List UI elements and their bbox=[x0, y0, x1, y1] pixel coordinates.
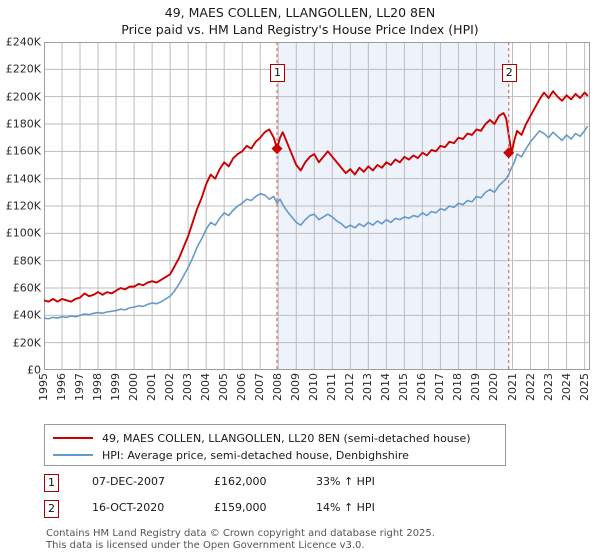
x-axis-tick-label: 2006 bbox=[235, 373, 249, 401]
chart-legend: 49, MAES COLLEN, LLANGOLLEN, LL20 8EN (s… bbox=[44, 424, 506, 466]
legend-label-hpi: HPI: Average price, semi-detached house,… bbox=[102, 448, 409, 462]
x-axis-tick-label: 2025 bbox=[577, 373, 591, 401]
footer-line-licence: This data is licensed under the Open Gov… bbox=[46, 540, 365, 551]
plot-border bbox=[44, 42, 590, 370]
x-axis-tick-label: 2022 bbox=[523, 373, 537, 401]
x-axis-tick-label: 2007 bbox=[253, 373, 267, 401]
y-axis-tick-label: £240K bbox=[5, 35, 41, 49]
y-axis-tick-label: £140K bbox=[5, 172, 41, 186]
x-axis-tick-label: 2017 bbox=[433, 373, 447, 401]
y-axis-tick-label: £220K bbox=[5, 62, 41, 76]
x-axis-tick-label: 2009 bbox=[289, 373, 303, 401]
transaction-date: 07-DEC-2007 bbox=[92, 475, 166, 488]
x-axis-tick-label: 2015 bbox=[397, 373, 411, 401]
footer-line-copyright: Contains HM Land Registry data © Crown c… bbox=[46, 528, 435, 539]
x-axis-tick-label: 2018 bbox=[451, 373, 465, 401]
x-axis-tick-label: 2014 bbox=[379, 373, 393, 401]
x-axis-tick-label: 1999 bbox=[109, 373, 123, 401]
price-paid-marker[interactable] bbox=[271, 143, 283, 155]
legend-item-property: 49, MAES COLLEN, LLANGOLLEN, LL20 8EN (s… bbox=[53, 430, 497, 446]
x-axis-tick-label: 2003 bbox=[181, 373, 195, 401]
y-axis-labels: £0 £20K £40K £60K £80K £100K £120K £140K £160K £1… bbox=[0, 37, 41, 376]
y-axis-tick-label: £100K bbox=[5, 226, 41, 240]
chart-svg bbox=[44, 42, 590, 370]
chart-marker-badge[interactable]: 1 bbox=[269, 64, 285, 82]
transaction-price: £162,000 bbox=[214, 475, 267, 488]
x-axis-tick-label: 2004 bbox=[199, 373, 213, 401]
transaction-date: 16-OCT-2020 bbox=[92, 501, 165, 514]
footer-attribution: Contains HM Land Registry data © Crown c… bbox=[46, 528, 586, 552]
table-row[interactable]: 2 16-OCT-2020 £159,000 14% ↑ HPI bbox=[44, 498, 514, 524]
page-subtitle: Price paid vs. HM Land Registry's House … bbox=[121, 22, 479, 37]
transaction-hpi-delta: 33% ↑ HPI bbox=[316, 475, 375, 488]
y-axis-tick-label: £20K bbox=[12, 336, 41, 350]
y-axis-tick-label: £120K bbox=[5, 199, 41, 213]
chart-marker-badge[interactable]: 2 bbox=[501, 64, 517, 82]
legend-label-property: 49, MAES COLLEN, LLANGOLLEN, LL20 8EN (s… bbox=[102, 431, 471, 445]
x-axis-tick-label: 2001 bbox=[145, 373, 159, 401]
legend-swatch-property bbox=[53, 437, 93, 439]
chart-title-block: 49, MAES COLLEN, LLANGOLLEN, LL20 8EN Pr… bbox=[0, 4, 600, 38]
x-axis-tick-label: 2020 bbox=[487, 373, 501, 401]
x-axis-tick-label: 2024 bbox=[559, 373, 573, 401]
x-axis-tick-label: 2002 bbox=[163, 373, 177, 401]
x-axis-tick-label: 1998 bbox=[91, 373, 105, 401]
x-axis-tick-label: 1996 bbox=[55, 373, 69, 401]
transaction-hpi-delta: 14% ↑ HPI bbox=[316, 501, 375, 514]
x-axis-tick-label: 1997 bbox=[73, 373, 87, 401]
x-axis-tick-label: 2000 bbox=[127, 373, 141, 401]
x-axis-tick-label: 2019 bbox=[469, 373, 483, 401]
x-axis-tick-label: 2011 bbox=[325, 373, 339, 401]
transaction-price: £159,000 bbox=[214, 501, 267, 514]
x-axis-tick-label: 2005 bbox=[217, 373, 231, 401]
x-axis-tick-label: 2013 bbox=[361, 373, 375, 401]
x-axis-labels: 1995 1996 1997 1998 1999 2000 2001 2002 2003 2004… bbox=[37, 373, 591, 413]
series-line-hpi bbox=[44, 125, 589, 320]
transactions-table: 1 07-DEC-2007 £162,000 33% ↑ HPI 2 16-OC… bbox=[44, 472, 514, 524]
y-axis-tick-label: £60K bbox=[12, 281, 41, 295]
x-axis-tick-label: 2012 bbox=[343, 373, 357, 401]
x-axis-tick-label: 2021 bbox=[505, 373, 519, 401]
y-axis-tick-label: £40K bbox=[12, 308, 41, 322]
table-row[interactable]: 1 07-DEC-2007 £162,000 33% ↑ HPI bbox=[44, 472, 514, 498]
y-axis-tick-label: £0 bbox=[27, 363, 41, 377]
transaction-index-badge: 1 bbox=[44, 474, 59, 492]
legend-item-hpi: HPI: Average price, semi-detached house,… bbox=[53, 447, 497, 463]
y-axis-tick-label: £80K bbox=[12, 254, 41, 268]
y-axis-tick-label: £160K bbox=[5, 144, 41, 158]
y-axis-tick-label: £180K bbox=[5, 117, 41, 131]
x-axis-tick-label: 2008 bbox=[271, 373, 285, 401]
transaction-index-badge: 2 bbox=[44, 500, 59, 518]
x-axis-tick-label: 2023 bbox=[541, 373, 555, 401]
y-axis-tick-label: £200K bbox=[5, 90, 41, 104]
x-axis-tick-label: 2010 bbox=[307, 373, 321, 401]
price-paid-marker[interactable] bbox=[503, 147, 515, 159]
chart-plot-area bbox=[44, 42, 590, 370]
x-axis-tick-label: 1995 bbox=[37, 373, 50, 401]
series-line-property bbox=[44, 90, 589, 303]
x-axis-tick-label: 2016 bbox=[415, 373, 429, 401]
page-title: 49, MAES COLLEN, LLANGOLLEN, LL20 8EN bbox=[164, 5, 436, 20]
legend-swatch-hpi bbox=[53, 454, 93, 456]
